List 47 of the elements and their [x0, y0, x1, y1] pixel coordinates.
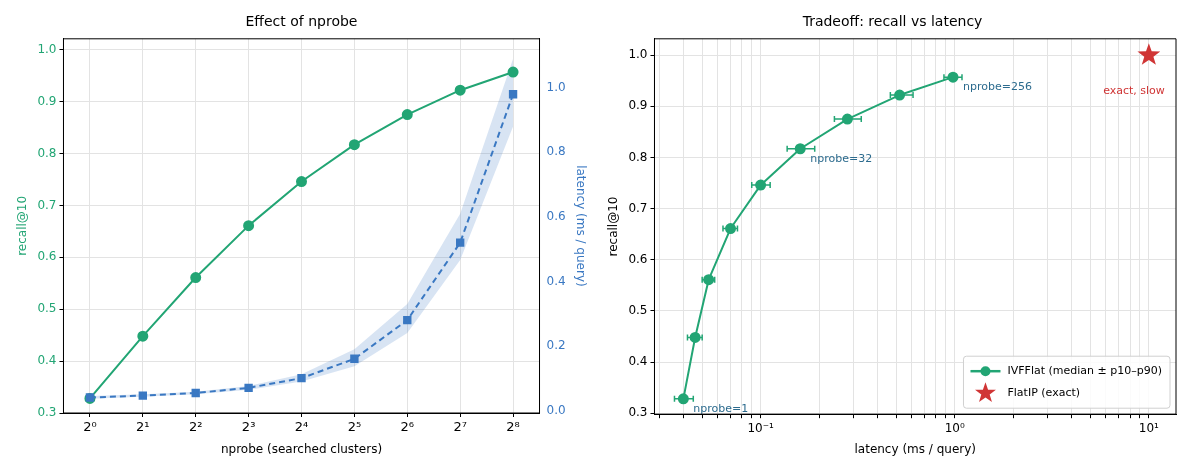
x-tick-label: 2⁸ — [506, 419, 520, 435]
x-axis-title: nprobe (searched clusters) — [220, 441, 383, 456]
x-tick-label: 2⁵ — [347, 419, 362, 435]
annotation: nprobe=32 — [810, 151, 873, 165]
y2-tick-label: 0.2 — [546, 338, 566, 353]
x-tick-label: 2⁶ — [400, 419, 415, 435]
y-tick-label: 0.7 — [628, 200, 648, 215]
y-tick-label: 1.0 — [628, 47, 648, 62]
x-tick-label: 2⁴ — [294, 419, 309, 435]
y2-tick-label: 0.4 — [546, 273, 566, 288]
y2-tick-label: 0.6 — [546, 208, 566, 223]
y-tick-label: 0.5 — [37, 301, 57, 316]
y-tick-label: 0.4 — [628, 354, 648, 369]
x-tick-label: 2⁰ — [83, 419, 97, 435]
y-tick-label: 0.3 — [37, 405, 57, 420]
chart-title: Effect of nprobe — [245, 13, 358, 30]
x-tick-label: 10⁻¹ — [747, 420, 774, 435]
x-tick-label: 10⁰ — [944, 420, 965, 435]
y-tick-label: 0.9 — [37, 93, 57, 108]
y-tick-label: 0.5 — [628, 303, 648, 318]
x-tick-label: 2² — [188, 419, 203, 435]
y-tick-label: 0.6 — [37, 249, 57, 264]
legend-label: IVFFlat (median ± p10–p90) — [1007, 364, 1162, 378]
x-axis-title: latency (ms / query) — [854, 441, 976, 456]
y-axis-title: recall@10 — [606, 196, 621, 257]
x-tick-label: 2⁷ — [453, 419, 467, 435]
x-tick-label: 2³ — [241, 419, 256, 435]
y2-tick-label: 1.0 — [546, 79, 566, 94]
annotation: nprobe=256 — [963, 80, 1032, 94]
y-tick-label: 0.7 — [37, 197, 57, 212]
y2-tick-label: 0.0 — [546, 402, 566, 417]
y2-axis-title: latency (ms / query) — [573, 165, 588, 287]
y-tick-label: 0.8 — [628, 149, 648, 164]
y-tick-label: 0.4 — [37, 353, 57, 368]
y-tick-label: 0.3 — [628, 405, 648, 420]
y-tick-label: 0.9 — [628, 98, 648, 113]
legend-label: FlatIP (exact) — [1007, 386, 1081, 400]
annotation: exact, slow — [1103, 84, 1165, 98]
chart-title: Tradeoff: recall vs latency — [801, 13, 983, 30]
y-tick-label: 0.8 — [37, 145, 57, 160]
annotation: nprobe=1 — [693, 401, 749, 415]
x-tick-label: 10¹ — [1138, 420, 1160, 435]
y-tick-label: 0.6 — [628, 251, 648, 266]
y-tick-label: 1.0 — [37, 41, 57, 56]
x-tick-label: 2¹ — [136, 419, 150, 435]
y-axis-title: recall@10 — [15, 195, 30, 256]
y2-tick-label: 0.8 — [546, 144, 566, 159]
